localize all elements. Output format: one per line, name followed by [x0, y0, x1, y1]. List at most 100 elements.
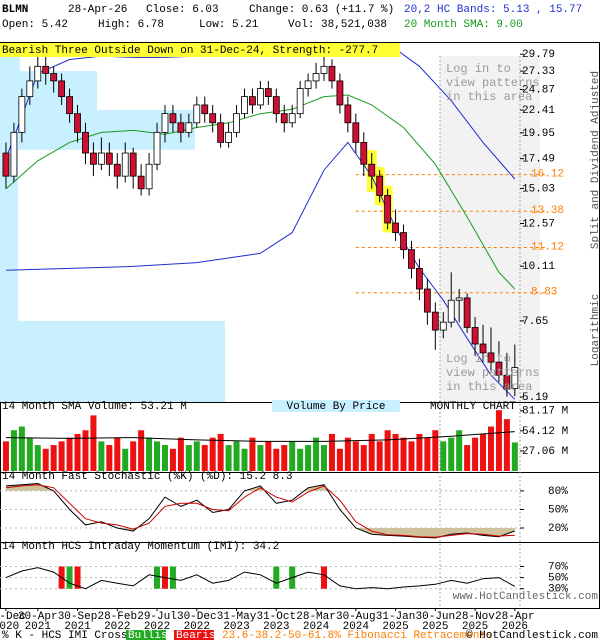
candle-body [511, 367, 519, 389]
candle-body [241, 96, 248, 115]
candle-body [137, 175, 145, 190]
candle-body [392, 222, 399, 233]
volume-bar [26, 437, 33, 471]
candle-body [113, 163, 121, 177]
x-tick-label: 31-May [217, 611, 257, 623]
candle-body [185, 122, 193, 133]
candle-body [312, 73, 320, 82]
bullish-signal [66, 566, 73, 589]
volume-bar [225, 445, 232, 471]
candle-body [447, 299, 455, 323]
x-tick-label: 29-Jul [137, 611, 177, 623]
candle-body [97, 152, 105, 165]
volume-bar [193, 441, 200, 471]
bearish-signal [74, 566, 81, 589]
volume-bar [169, 448, 176, 471]
login-notice[interactable]: Log in to view patterns in this area [446, 352, 540, 394]
candle-body [416, 267, 423, 290]
volume-bar [42, 448, 49, 471]
volume-bar [440, 441, 447, 471]
x-tick-label: 2025 [422, 621, 448, 633]
candle-body [408, 249, 415, 269]
volume-bar [161, 445, 168, 471]
volume-bar [360, 445, 367, 471]
candle-body [177, 122, 185, 133]
candle-body [209, 113, 217, 124]
candle-body [280, 113, 288, 124]
bullish-signal [154, 566, 161, 589]
candle-body [2, 152, 10, 177]
volume-bar [281, 445, 288, 471]
bearish-bg [174, 630, 214, 640]
candle-body [479, 343, 487, 354]
x-tick-label: 31-Dec [0, 611, 26, 623]
volume-by-price [0, 188, 18, 224]
x-tick-label: 30-Dec [177, 611, 217, 623]
volume-bar [416, 433, 423, 471]
x-tick-label: 2021 [64, 621, 91, 633]
candle-body [376, 175, 384, 196]
x-tick-label: 2024 [303, 621, 330, 633]
x-tick-label: 28-Apr [495, 611, 535, 623]
volume-bar [503, 419, 510, 471]
x-tick-label: 2022 [104, 621, 130, 633]
candle-body [145, 163, 153, 190]
candle-body [336, 80, 344, 106]
y-tick-label: 20% [548, 523, 568, 535]
indicator-line [5, 567, 516, 590]
x-tick-label: 2025 [462, 621, 488, 633]
candle-body [217, 122, 225, 143]
candle-body [487, 352, 495, 363]
x-tick-label: 30-Sep [58, 611, 98, 623]
x-tick-label: 2023 [223, 621, 249, 633]
login-notice[interactable]: Log in to view patterns in this area [446, 62, 540, 104]
volume-bar [58, 441, 65, 471]
candle-body [296, 88, 304, 115]
volume-bar [122, 448, 129, 471]
volume-bar [336, 448, 343, 471]
footer-legend: % K - HCS IMI Crossover, [2, 630, 160, 640]
y-tick-label: 50% [548, 573, 568, 585]
volume-bar [146, 437, 153, 471]
candle-body [368, 163, 376, 177]
x-tick-label: 2022 [184, 621, 210, 633]
volume-bar [185, 445, 192, 471]
volume-bar [368, 433, 375, 471]
y-tick-label: 19.95 [522, 128, 555, 140]
bearish-label: Bearish [176, 630, 222, 640]
y-tick-label: 80% [548, 486, 568, 498]
volume-bar [376, 441, 383, 471]
panel-title: 14 Month Fast Stochastic (%K) (%D): 15.2… [2, 471, 292, 483]
candle-body [423, 288, 431, 313]
volume-bar [154, 441, 161, 471]
change: Change: 0.63 (+11.7 %) [249, 4, 394, 16]
x-tick-label: 28-Nov [455, 611, 495, 623]
volume-bar [328, 433, 335, 471]
volume-by-price [0, 223, 18, 321]
y-tick-label: 27.06 M [522, 446, 568, 458]
candle-body [161, 113, 169, 133]
candle-body [74, 113, 81, 133]
period-label: MONTHLY CHART [430, 401, 516, 413]
overbought-shade [5, 483, 328, 491]
bullish-signal [169, 566, 176, 589]
bands-label: 20,2 HC Bands: 5.13 , 15.77 [404, 4, 582, 16]
volume-bar [209, 437, 216, 471]
x-tick-label: 2022 [144, 621, 170, 633]
y-tick-label: 10.11 [522, 261, 555, 273]
candle-body [10, 131, 18, 177]
candle-body [463, 297, 471, 328]
candle-body [256, 88, 264, 106]
volume-bar [408, 441, 415, 471]
high: High: 6.78 [98, 19, 164, 31]
y-tick-label: 70% [548, 561, 568, 573]
x-tick-label: 2020 [0, 621, 19, 633]
volume-bar [321, 445, 328, 471]
volume-bar [74, 433, 81, 471]
candle-body [90, 152, 97, 165]
y-tick-label: 30% [548, 584, 568, 596]
volume-bar [273, 448, 280, 471]
candle-body [328, 65, 336, 82]
y-tick-label: 50% [548, 504, 568, 516]
y-tick-label: 7.65 [522, 316, 548, 328]
